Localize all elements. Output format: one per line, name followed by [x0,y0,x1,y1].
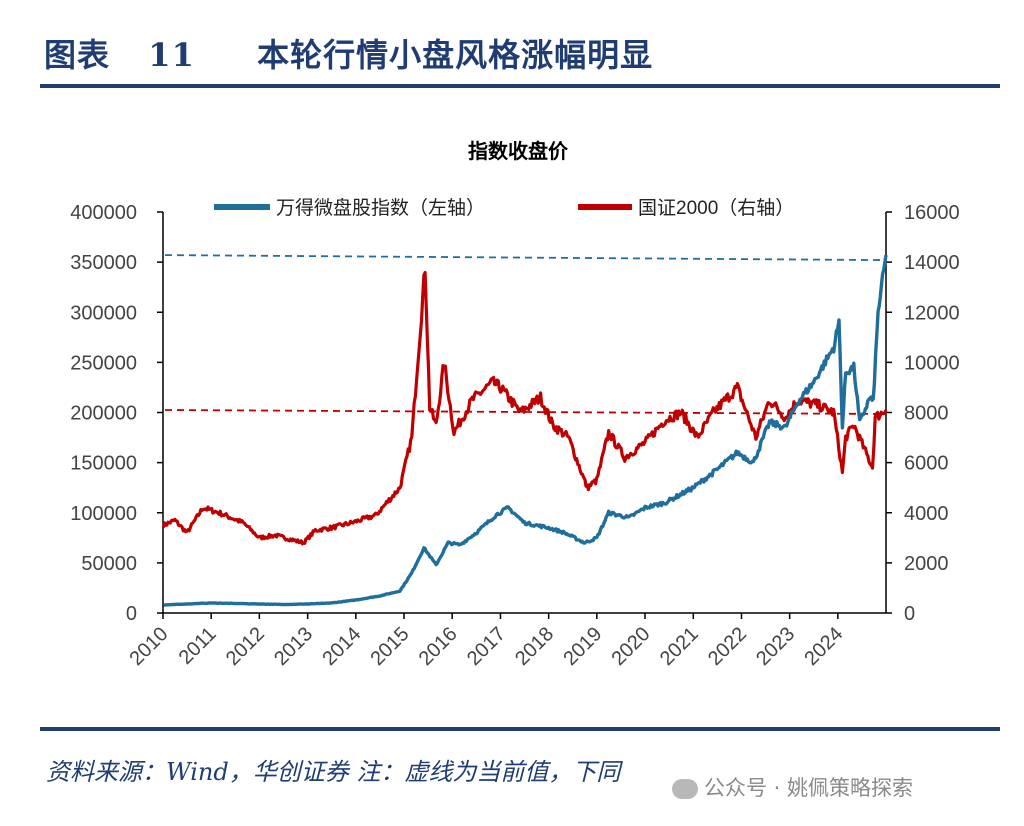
figure-title-text: 本轮行情小盘风格涨幅明显 [257,36,654,74]
x-tick-label: 2024 [800,623,847,670]
y-right-tick-label: 12000 [904,302,960,324]
x-tick-label: 2011 [175,623,221,669]
y-left-tick-label: 150000 [70,453,137,475]
current-value-line-0 [164,254,887,262]
x-tick-label: 2019 [559,623,606,670]
x-tick-label: 2012 [222,623,269,670]
y-right-tick-label: 14000 [904,252,960,274]
legend-label-series-0: 万得微盘股指数（左轴） [276,197,485,219]
watermark-text: 公众号 · 姚佩策略探索 [704,776,914,800]
current-value-lines [164,254,887,415]
y-right-tick-label: 2000 [904,553,949,575]
x-tick-label: 2010 [126,623,173,670]
chart-title: 指数收盘价 [468,139,569,163]
y-axis-right-ticks: 0 2000 4000 6000 8000 10000 12000 14000 16000 [886,202,960,625]
x-tick-label: 2022 [704,623,751,670]
figure-title: 图表 11 本轮行情小盘风格涨幅明显 [44,30,653,76]
header-divider [40,84,1000,88]
y-left-tick-label: 100000 [70,503,137,525]
x-tick-label: 2018 [511,623,558,670]
y-left-tick-label: 50000 [81,553,137,575]
y-right-tick-label: 6000 [904,453,949,475]
y-left-tick-label: 200000 [70,403,137,425]
figure-label: 图表 [44,36,111,74]
legend: 万得微盘股指数（左轴） 国证2000（右轴） [214,197,794,219]
source-note: 资料来源：Wind，华创证券 注：虚线为当前值，下同 [46,758,621,786]
x-tick-label: 2016 [415,623,462,670]
y-left-tick-label: 300000 [70,302,137,324]
y-left-tick-label: 350000 [70,252,137,274]
y-left-tick-label: 400000 [70,202,137,224]
y-right-tick-label: 0 [904,603,915,625]
y-right-tick-label: 16000 [904,202,960,224]
y-right-tick-label: 10000 [904,352,960,374]
footer-divider [40,727,1000,731]
x-axis-ticks: 2010 2011 2012 2013 2014 2015 2016 2017 2018 2019… [126,613,847,670]
legend-label-series-1: 国证2000（右轴） [638,197,794,219]
x-tick-label: 2020 [608,623,655,670]
y-left-tick-label: 250000 [70,352,137,374]
x-tick-label: 2013 [270,623,317,670]
watermark: 公众号 · 姚佩策略探索 [672,772,913,802]
series-line-0 [162,254,888,607]
y-axis-left-ticks: 0 50000 100000 150000 200000 250000 300000 3500… [70,202,163,625]
series-layer [161,254,888,607]
x-tick-label: 2015 [367,623,414,670]
y-right-tick-label: 4000 [904,503,949,525]
y-right-tick-label: 8000 [904,403,949,425]
x-tick-label: 2023 [752,623,799,670]
x-tick-label: 2021 [656,623,703,670]
figure-number: 11 [148,36,195,74]
series-line-1 [161,270,888,546]
y-left-tick-label: 0 [126,603,137,625]
x-tick-label: 2017 [463,623,510,670]
x-tick-label: 2014 [318,623,365,670]
wechat-icon [672,779,698,799]
